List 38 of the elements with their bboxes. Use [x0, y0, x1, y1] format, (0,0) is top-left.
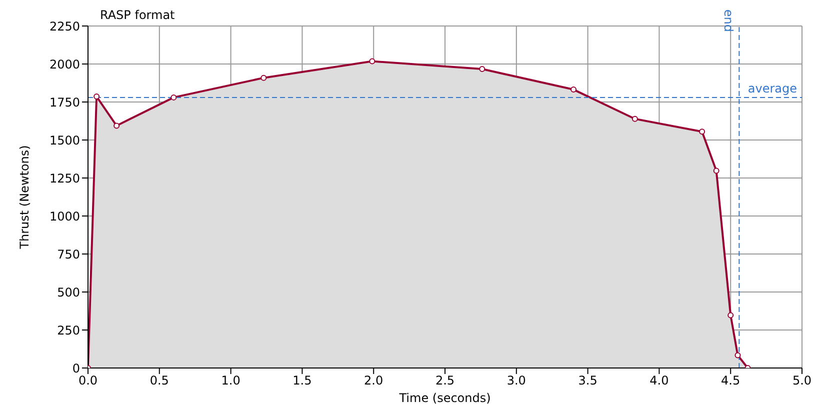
y-tick-label: 2250: [49, 19, 80, 34]
y-tick-label: 250: [57, 323, 80, 338]
y-tick-label: 500: [57, 285, 80, 300]
point: [170, 94, 177, 100]
point: [728, 312, 734, 318]
x-tick-label: 2.0: [364, 374, 384, 388]
x-tick-label: 1.5: [292, 374, 312, 388]
y-tick-label: 0: [72, 361, 80, 376]
x-tick-label: 0.0: [78, 374, 98, 388]
x-tick-label: 4.5: [721, 374, 740, 388]
point: [699, 128, 706, 135]
x-tick-label: 1.0: [221, 374, 240, 388]
point: [734, 352, 741, 358]
point: [632, 116, 638, 122]
x-tick-label: 3.0: [506, 374, 526, 388]
x-tick-label: 3.5: [578, 374, 598, 388]
y-tick-label: 750: [57, 247, 80, 262]
point: [369, 58, 376, 64]
point: [479, 66, 486, 72]
ref-line-label: average: [748, 81, 797, 96]
y-axis-title: Thrust (Newtons): [17, 145, 32, 250]
ref-line-label: end: [722, 9, 736, 32]
y-tick-label: 1000: [49, 209, 80, 224]
x-tick-label: 2.5: [435, 374, 455, 388]
y-tick-label: 1500: [49, 133, 80, 148]
point: [114, 122, 120, 129]
x-tick-label: 0.5: [150, 374, 169, 388]
point: [713, 168, 720, 174]
point: [94, 94, 100, 100]
point: [570, 86, 577, 93]
y-tick-label: 2000: [49, 57, 80, 72]
y-tick-label: 1250: [49, 171, 80, 186]
point: [260, 74, 267, 81]
y-tick-label: 1750: [49, 95, 80, 110]
x-tick-label: 5.0: [792, 374, 812, 388]
x-axis-title: Time (seconds): [398, 391, 491, 405]
x-tick-label: 4.0: [650, 374, 669, 388]
chart-title: RASP format: [100, 8, 175, 22]
